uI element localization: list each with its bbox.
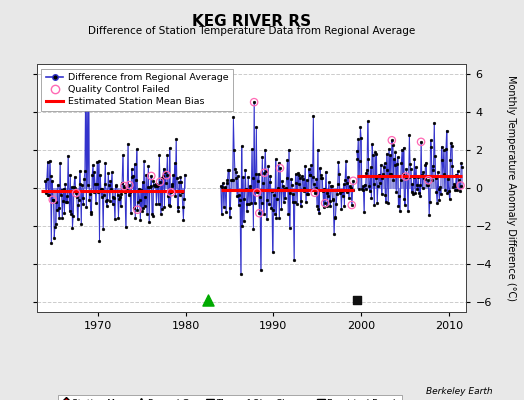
Point [311, 190, 319, 196]
Point [388, 137, 396, 144]
Text: Berkeley Earth: Berkeley Earth [426, 387, 493, 396]
Point [253, 189, 261, 196]
Point [260, 170, 269, 176]
Point [162, 172, 171, 178]
Point [133, 206, 141, 213]
Point [347, 202, 356, 208]
Point [401, 173, 410, 180]
Legend: Station Move, Record Gap, Time of Obs. Change, Empirical Break: Station Move, Record Gap, Time of Obs. C… [58, 396, 402, 400]
Point [349, 178, 357, 184]
Point [72, 190, 80, 196]
Point [456, 182, 465, 189]
Point [147, 173, 156, 179]
Y-axis label: Monthly Temperature Anomaly Difference (°C): Monthly Temperature Anomaly Difference (… [506, 75, 516, 301]
Point [417, 139, 425, 145]
Text: KEG RIVER RS: KEG RIVER RS [192, 14, 311, 29]
Point [120, 183, 128, 189]
Point [424, 177, 432, 184]
Point [49, 196, 57, 203]
Point [255, 210, 264, 216]
Point [83, 93, 91, 100]
Point [321, 200, 329, 206]
Point [276, 165, 284, 171]
Point [125, 182, 134, 188]
Point [353, 296, 361, 303]
Point [250, 99, 258, 105]
Text: Difference of Station Temperature Data from Regional Average: Difference of Station Temperature Data f… [88, 26, 415, 36]
Point [156, 179, 164, 185]
Point [167, 189, 175, 196]
Point [203, 296, 212, 303]
